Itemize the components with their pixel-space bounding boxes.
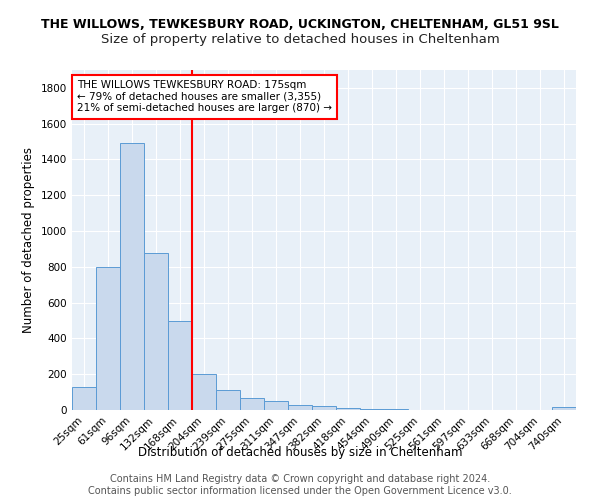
Bar [312,406,336,410]
Y-axis label: Number of detached properties: Number of detached properties [22,147,35,333]
Bar [240,398,264,410]
Bar [192,374,216,410]
Text: Distribution of detached houses by size in Cheltenham: Distribution of detached houses by size … [138,446,462,459]
Text: THE WILLOWS TEWKESBURY ROAD: 175sqm
← 79% of detached houses are smaller (3,355): THE WILLOWS TEWKESBURY ROAD: 175sqm ← 79… [77,80,332,114]
Bar [120,144,144,410]
Bar [360,409,384,410]
Bar [216,390,240,410]
Text: THE WILLOWS, TEWKESBURY ROAD, UCKINGTON, CHELTENHAM, GL51 9SL: THE WILLOWS, TEWKESBURY ROAD, UCKINGTON,… [41,18,559,30]
Bar [168,320,192,410]
Bar [72,386,96,410]
Text: Contains HM Land Registry data © Crown copyright and database right 2024.
Contai: Contains HM Land Registry data © Crown c… [88,474,512,496]
Bar [264,402,288,410]
Bar [96,267,120,410]
Bar [552,407,576,410]
Bar [336,408,360,410]
Bar [144,252,168,410]
Text: Size of property relative to detached houses in Cheltenham: Size of property relative to detached ho… [101,32,499,46]
Bar [288,404,312,410]
